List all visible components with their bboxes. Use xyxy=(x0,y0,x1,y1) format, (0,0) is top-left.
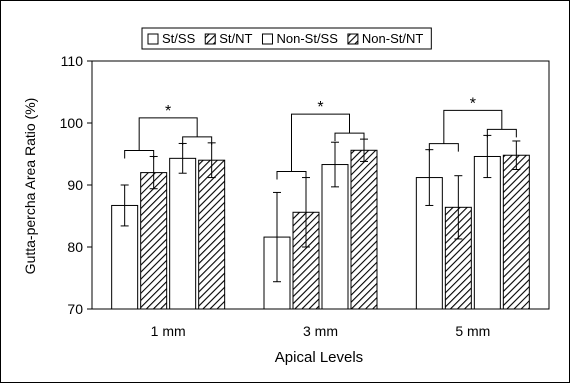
comparison-bracket xyxy=(124,149,155,159)
y-tick-label: 90 xyxy=(67,177,83,193)
bar xyxy=(198,159,226,310)
significance-star: * xyxy=(470,95,476,112)
bar xyxy=(502,154,530,310)
y-tick-label: 100 xyxy=(60,115,84,131)
y-tick-label: 70 xyxy=(67,301,83,317)
legend-label: Non-St/NT xyxy=(362,31,423,46)
legend-swatch xyxy=(261,33,273,45)
comparison-bracket xyxy=(276,171,307,180)
bar xyxy=(350,149,378,310)
legend: St/SS St/NT Non-St/SS Non-St/NT xyxy=(141,27,432,50)
bar xyxy=(321,164,349,310)
legend-label: St/NT xyxy=(219,31,252,46)
comparison-bracket xyxy=(486,128,517,138)
legend-swatch xyxy=(204,33,216,45)
legend-swatch xyxy=(347,33,359,45)
x-tick-label: 1 mm xyxy=(151,323,186,339)
bar xyxy=(473,155,501,310)
bar xyxy=(169,157,197,310)
comparison-bracket xyxy=(334,132,365,142)
legend-label: St/SS xyxy=(162,31,196,46)
y-axis-label: Gutta-percha Area Ratio (%) xyxy=(22,98,38,275)
significance-bracket xyxy=(443,109,503,144)
x-tick-label: 5 mm xyxy=(455,323,490,339)
y-tick-label: 110 xyxy=(61,53,84,69)
legend-label: Non-St/SS xyxy=(276,31,338,46)
x-axis-label: Apical Levels xyxy=(275,349,363,366)
bar xyxy=(140,172,168,310)
bar xyxy=(415,177,443,310)
significance-bracket xyxy=(291,113,350,172)
significance-annotations: * * * xyxy=(124,95,517,180)
x-axis: 1 mm 3 mm 5 mm xyxy=(151,323,491,339)
x-tick-label: 3 mm xyxy=(303,323,338,339)
comparison-bracket xyxy=(182,136,213,145)
y-axis: 70 80 90 100 110 xyxy=(60,53,92,317)
y-tick-label: 80 xyxy=(67,239,83,255)
legend-swatch xyxy=(147,33,159,45)
bars-group xyxy=(111,134,530,310)
comparison-bracket xyxy=(428,143,459,152)
significance-star: * xyxy=(165,103,171,120)
significance-bracket xyxy=(138,117,198,151)
significance-star: * xyxy=(317,99,323,116)
legend-box xyxy=(141,27,432,50)
